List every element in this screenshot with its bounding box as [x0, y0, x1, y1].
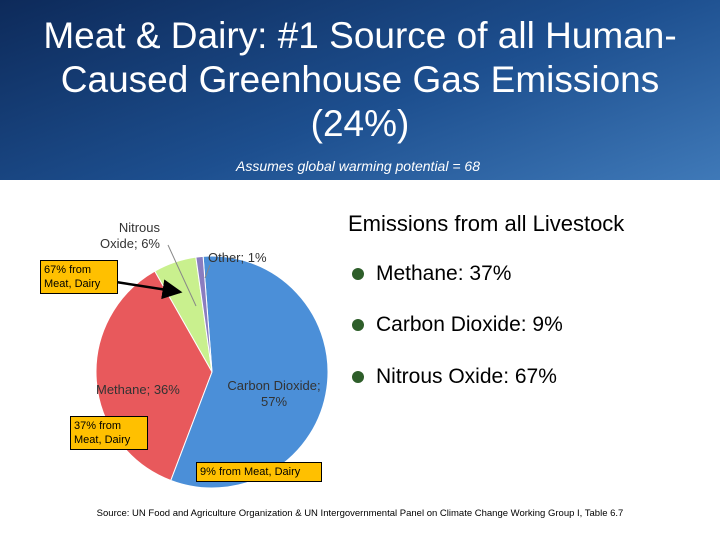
- slice-label: Carbon Dioxide; 57%: [227, 378, 321, 409]
- slice-label: Other; 1%: [208, 250, 267, 265]
- callout: 9% from Meat, Dairy: [196, 462, 322, 482]
- leader-line: [167, 244, 197, 307]
- callout: 37% from Meat, Dairy: [70, 416, 148, 450]
- slice-label: Nitrous Oxide; 6%: [100, 220, 160, 251]
- bullet: Methane: 37%: [352, 262, 511, 286]
- callout: 67% from Meat, Dairy: [40, 260, 118, 294]
- slice-label: Methane; 36%: [96, 382, 180, 397]
- title-band: [0, 0, 720, 180]
- slide-title: Meat & Dairy: #1 Source of all Human-Cau…: [43, 15, 677, 144]
- subtitle: Assumes global warming potential = 68: [236, 158, 480, 174]
- bullet-text: Carbon Dioxide: 9%: [376, 313, 563, 336]
- source: Source: UN Food and Agriculture Organiza…: [96, 508, 624, 519]
- bullet-text: Nitrous Oxide: 67%: [376, 365, 557, 388]
- bullet: Nitrous Oxide: 67%: [352, 365, 557, 389]
- bullet: Carbon Dioxide: 9%: [352, 313, 563, 337]
- pie-slice: [195, 255, 213, 373]
- bullet-text: Methane: 37%: [376, 262, 512, 285]
- callout-arrow: [115, 279, 183, 300]
- leader-line: [204, 264, 211, 279]
- heading: Emissions from all Livestock: [348, 211, 625, 236]
- pie-slice: [170, 255, 329, 489]
